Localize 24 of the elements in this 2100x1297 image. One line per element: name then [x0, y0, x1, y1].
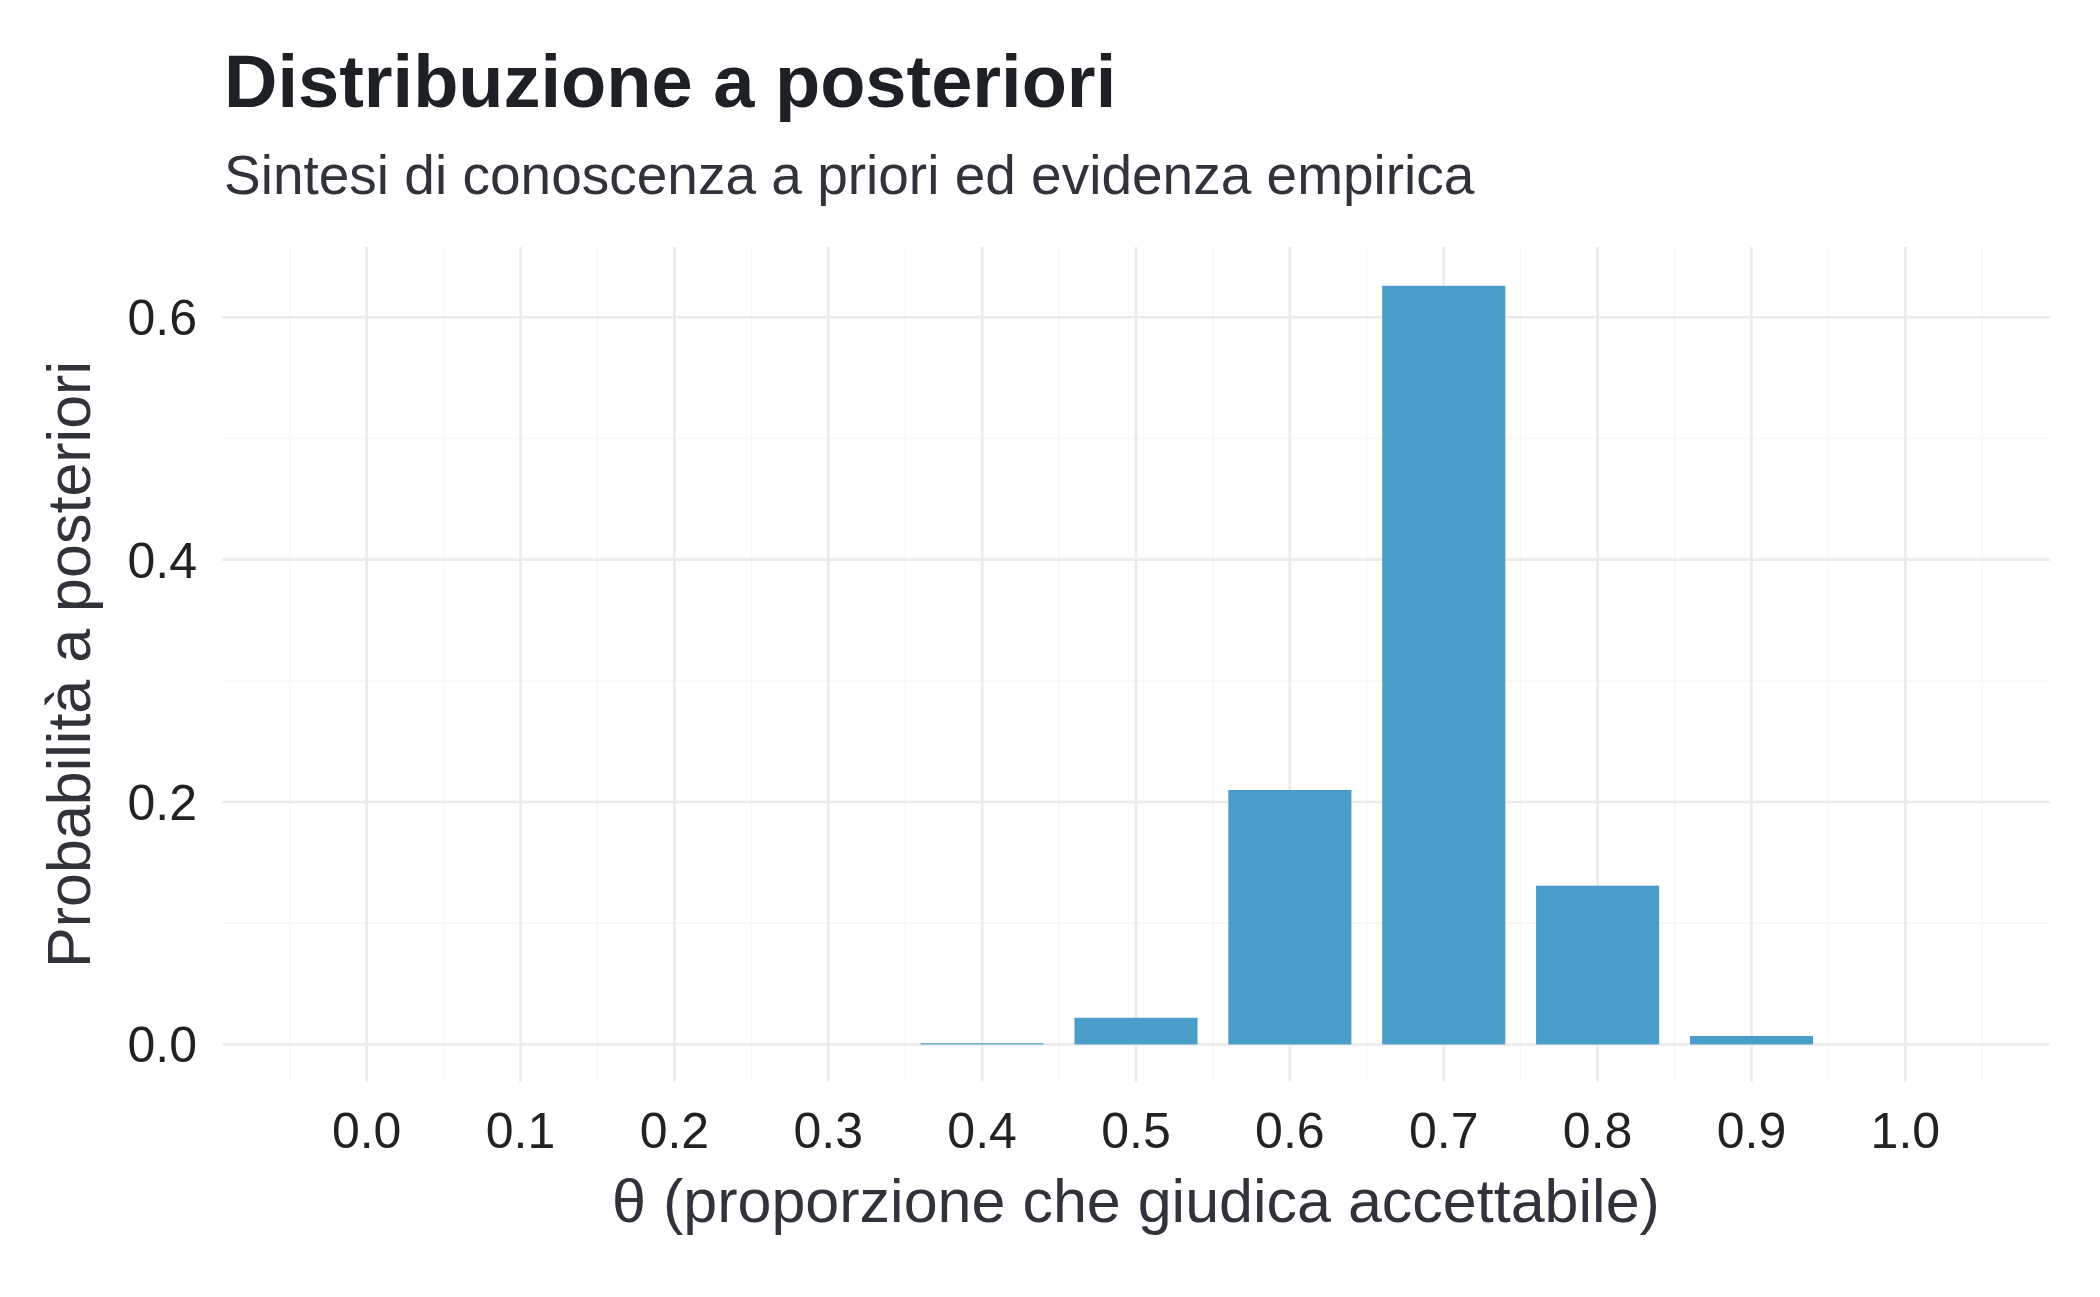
y-tick-label: 0.0 — [127, 1017, 197, 1074]
x-tick-label: 0.0 — [331, 1103, 402, 1159]
x-tick-label: 0.4 — [947, 1103, 1017, 1159]
x-tick-label: 0.6 — [1255, 1103, 1325, 1159]
x-tick-label: 0.1 — [485, 1103, 556, 1159]
y-tick-label: 0.6 — [127, 290, 197, 347]
y-axis-title: Probabilità a posteriori — [35, 361, 103, 968]
bar — [1228, 789, 1352, 1045]
bar — [1074, 1017, 1198, 1045]
x-tick-label: 0.9 — [1716, 1103, 1787, 1159]
bar — [1382, 285, 1506, 1045]
chart-title: Distribuzione a posteriori — [224, 40, 1117, 123]
chart-subtitle: Sintesi di conoscenza a priori ed evidenza empirica — [224, 144, 1475, 206]
bar — [1536, 885, 1660, 1045]
x-tick-label: 1.0 — [1870, 1103, 1941, 1159]
x-tick-label: 0.2 — [639, 1103, 710, 1159]
y-tick-label: 0.2 — [127, 775, 197, 832]
x-tick-label: 0.3 — [793, 1103, 864, 1159]
x-tick-label: 0.5 — [1101, 1103, 1171, 1159]
y-tick-label: 0.4 — [127, 532, 197, 589]
x-tick-label: 0.7 — [1408, 1103, 1479, 1159]
x-axis-title: θ (proporzione che giudica accettabile) — [612, 1167, 1660, 1235]
bar — [1689, 1035, 1814, 1045]
x-tick-label: 0.8 — [1562, 1103, 1633, 1159]
